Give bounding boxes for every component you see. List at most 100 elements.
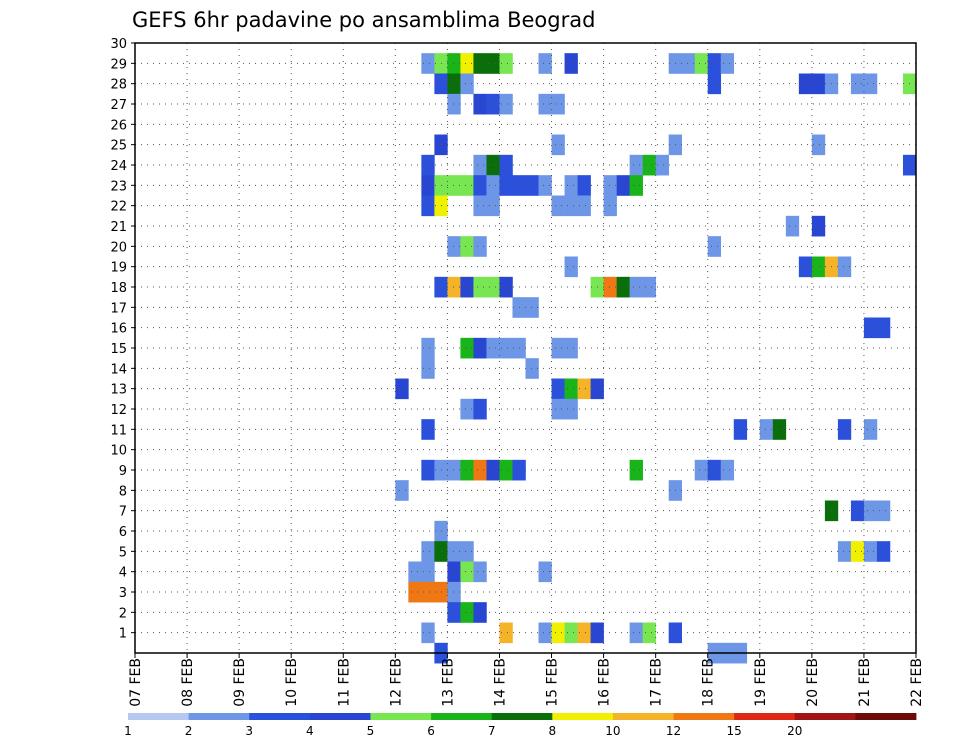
y-tick-label: 20 xyxy=(110,240,127,255)
data-cell xyxy=(447,561,461,583)
data-cell xyxy=(655,154,669,176)
colorbar-segment xyxy=(370,713,432,720)
data-cell xyxy=(460,398,474,420)
data-cell xyxy=(473,337,487,359)
data-cell xyxy=(694,459,709,481)
y-tick-label: 29 xyxy=(110,57,127,72)
data-cell xyxy=(460,459,474,481)
data-cell xyxy=(629,622,643,644)
data-cell xyxy=(460,276,474,298)
data-cell xyxy=(564,175,578,196)
data-cell xyxy=(421,622,435,644)
x-tick-label: 22 FEB xyxy=(909,658,925,707)
data-cell xyxy=(811,256,826,278)
data-cell xyxy=(564,195,578,217)
data-cell xyxy=(850,500,865,522)
data-cell xyxy=(473,561,487,583)
x-tick-label: 09 FEB xyxy=(232,658,248,707)
data-cell xyxy=(447,73,461,95)
data-cell xyxy=(447,93,461,115)
data-cell xyxy=(798,73,813,95)
data-cell xyxy=(577,175,591,196)
data-cell xyxy=(473,195,487,217)
data-cell xyxy=(629,276,643,298)
data-cell xyxy=(525,175,539,196)
data-cell xyxy=(486,337,500,359)
x-tick-label: 10 FEB xyxy=(284,658,300,707)
y-tick-label: 4 xyxy=(119,566,127,581)
x-tick-label: 18 FEB xyxy=(701,658,717,707)
data-cell xyxy=(564,398,578,420)
colorbar-tick-label: 4 xyxy=(306,724,314,738)
x-tick-label: 14 FEB xyxy=(492,658,508,707)
grid-layer xyxy=(135,43,916,653)
data-cell xyxy=(863,541,878,562)
data-cell xyxy=(707,73,722,95)
data-cell xyxy=(850,73,865,95)
colorbar-tick-label: 3 xyxy=(245,724,253,738)
y-tick-label: 10 xyxy=(110,444,127,459)
data-cell xyxy=(447,541,461,562)
x-tick-label: 11 FEB xyxy=(336,658,352,707)
data-cell xyxy=(798,256,813,278)
data-cell xyxy=(551,378,565,400)
data-cell xyxy=(538,93,552,115)
data-cell xyxy=(538,53,552,74)
colorbar-segment xyxy=(855,713,917,720)
data-cell xyxy=(551,93,565,115)
data-cell xyxy=(564,337,578,359)
y-axis: 1234567891011121314151617181920212223242… xyxy=(110,37,135,642)
data-cell xyxy=(616,175,630,196)
data-cell xyxy=(707,53,722,74)
y-tick-label: 23 xyxy=(110,179,127,194)
data-cell xyxy=(707,236,722,257)
data-cell xyxy=(577,195,591,217)
data-cell xyxy=(629,175,643,196)
x-tick-label: 07 FEB xyxy=(128,658,144,707)
data-cell xyxy=(408,581,422,603)
data-cell xyxy=(681,53,696,74)
y-tick-label: 17 xyxy=(110,301,127,316)
data-cell xyxy=(863,419,878,440)
data-cell xyxy=(577,622,591,644)
data-cell xyxy=(486,276,500,298)
data-cell xyxy=(460,73,474,95)
data-cell xyxy=(486,154,500,176)
data-cell xyxy=(538,622,552,644)
colorbar-segment xyxy=(491,713,553,720)
data-cell xyxy=(421,459,435,481)
x-tick-label: 17 FEB xyxy=(649,658,665,707)
y-tick-label: 2 xyxy=(119,606,127,621)
data-cell xyxy=(447,459,461,481)
data-cell xyxy=(811,73,826,95)
data-cell xyxy=(629,154,643,176)
y-tick-label: 13 xyxy=(110,383,127,398)
data-cell xyxy=(473,53,487,74)
y-tick-label: 11 xyxy=(110,423,127,438)
data-cell xyxy=(447,276,461,298)
data-cell xyxy=(850,541,865,562)
data-cell xyxy=(811,215,826,237)
data-cell xyxy=(421,541,435,562)
data-cell xyxy=(551,398,565,420)
data-cell xyxy=(499,154,513,176)
colorbar-segment xyxy=(734,713,796,720)
data-cell xyxy=(395,378,409,400)
data-cell xyxy=(564,378,578,400)
data-cell xyxy=(564,53,578,74)
data-cell xyxy=(642,276,656,298)
data-cell xyxy=(525,297,539,318)
cells-layer xyxy=(395,53,917,664)
data-cell xyxy=(408,561,422,583)
data-cell xyxy=(460,561,474,583)
data-cell xyxy=(551,337,565,359)
y-tick-label: 7 xyxy=(119,505,127,520)
data-cell xyxy=(486,53,500,74)
data-cell xyxy=(421,581,435,603)
data-cell xyxy=(499,276,513,298)
y-tick-label: 25 xyxy=(110,139,127,154)
y-tick-label: 1 xyxy=(119,627,127,642)
colorbar-tick-label: 15 xyxy=(727,724,742,738)
y-tick-label: 6 xyxy=(119,525,127,540)
data-cell xyxy=(486,195,500,217)
